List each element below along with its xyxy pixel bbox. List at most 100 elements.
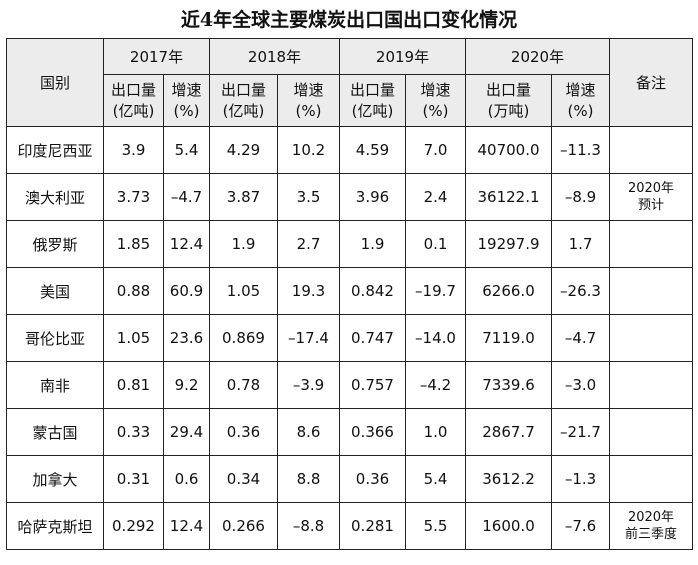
cell-volume-2020: 1600.0	[465, 502, 552, 550]
cell-rate-2019: 2.4	[405, 173, 466, 221]
cell-volume-2020: 19297.9	[465, 220, 552, 268]
cell-volume-2019: 0.747	[339, 314, 406, 362]
cell-volume-2020: 2867.7	[465, 408, 552, 456]
cell-rate-2020: –4.7	[551, 314, 610, 362]
cell-volume-2019: 3.96	[339, 173, 406, 221]
cell-rate-2019: 1.0	[405, 408, 466, 456]
table-row: 印度尼西亚 3.9 5.4 4.29 10.2 4.59 7.0 40700.0 –11.3	[6, 126, 693, 174]
header-note: 备注	[609, 38, 693, 127]
cell-note	[609, 408, 693, 456]
cell-rate-2018: 8.8	[277, 455, 340, 503]
cell-volume-2019: 0.366	[339, 408, 406, 456]
cell-rate-2017: –4.7	[163, 173, 210, 221]
cell-note	[609, 267, 693, 315]
cell-rate-2017: 5.4	[163, 126, 210, 174]
header-year-2020: 2020年	[465, 38, 610, 75]
cell-country: 澳大利亚	[6, 173, 104, 221]
cell-note: 2020年前三季度	[609, 502, 693, 550]
table-row: 蒙古国 0.33 29.4 0.36 8.6 0.366 1.0 2867.7 –21.7	[6, 408, 693, 456]
cell-note	[609, 455, 693, 503]
cell-volume-2019: 1.9	[339, 220, 406, 268]
cell-country: 哥伦比亚	[6, 314, 104, 362]
cell-rate-2020: –8.9	[551, 173, 610, 221]
cell-note	[609, 361, 693, 409]
cell-volume-2018: 1.9	[209, 220, 278, 268]
cell-rate-2018: 2.7	[277, 220, 340, 268]
cell-note	[609, 314, 693, 362]
cell-rate-2018: 10.2	[277, 126, 340, 174]
table-row: 美国 0.88 60.9 1.05 19.3 0.842 –19.7 6266.0 –26.3	[6, 267, 693, 315]
header-year-2017: 2017年	[103, 38, 210, 75]
cell-rate-2020: –7.6	[551, 502, 610, 550]
cell-rate-2020: 1.7	[551, 220, 610, 268]
cell-volume-2017: 0.88	[103, 267, 164, 315]
cell-rate-2017: 9.2	[163, 361, 210, 409]
cell-rate-2018: –3.9	[277, 361, 340, 409]
cell-note: 2020年 预计	[609, 173, 693, 221]
table-row: 俄罗斯 1.85 12.4 1.9 2.7 1.9 0.1 19297.9 1.7	[6, 220, 693, 268]
header-row-years: 国别 2017年 2018年 2019年 2020年 备注	[6, 38, 693, 127]
table-row: 南非 0.81 9.2 0.78 –3.9 0.757 –4.2 7339.6 –3.0	[6, 361, 693, 409]
cell-volume-2019: 0.757	[339, 361, 406, 409]
cell-volume-2018: 0.869	[209, 314, 278, 362]
cell-country: 南非	[6, 361, 104, 409]
note-line: 前三季度	[624, 527, 677, 542]
header-year-2019: 2019年	[339, 38, 466, 75]
cell-country: 加拿大	[6, 455, 104, 503]
cell-rate-2017: 0.6	[163, 455, 210, 503]
cell-rate-2020: –26.3	[551, 267, 610, 315]
table-title: 近4年全球主要煤炭出口国出口变化情况	[180, 9, 518, 31]
note-line: 预计	[637, 198, 664, 213]
cell-volume-2018: 3.87	[209, 173, 278, 221]
cell-volume-2019: 0.36	[339, 455, 406, 503]
header-country: 国别	[6, 38, 104, 127]
note-line: 2020年	[627, 510, 675, 525]
cell-volume-2017: 0.31	[103, 455, 164, 503]
cell-note	[609, 126, 693, 174]
cell-volume-2020: 7119.0	[465, 314, 552, 362]
cell-country: 印度尼西亚	[6, 126, 104, 174]
cell-rate-2019: 0.1	[405, 220, 466, 268]
cell-rate-2020: –11.3	[551, 126, 610, 174]
header-year-2018: 2018年	[209, 38, 340, 75]
cell-volume-2017: 0.33	[103, 408, 164, 456]
cell-country: 美国	[6, 267, 104, 315]
cell-rate-2018: 8.6	[277, 408, 340, 456]
cell-rate-2019: –14.0	[405, 314, 466, 362]
cell-volume-2018: 0.78	[209, 361, 278, 409]
cell-rate-2017: 12.4	[163, 220, 210, 268]
cell-volume-2017: 3.9	[103, 126, 164, 174]
cell-country: 俄罗斯	[6, 220, 104, 268]
cell-rate-2018: –8.8	[277, 502, 340, 550]
cell-volume-2019: 4.59	[339, 126, 406, 174]
cell-rate-2020: –1.3	[551, 455, 610, 503]
header-rate-2019: 增速 (%)	[405, 74, 466, 127]
coal-export-table: 国别 2017年 2018年 2019年 2020年 备注 出口量 (亿吨) 增速…	[6, 38, 693, 550]
cell-rate-2018: –17.4	[277, 314, 340, 362]
header-row-units: 出口量 (亿吨) 增速 (%) 出口量 (亿吨) 增速 (%) 出口量 (亿吨) 增速 (%…	[6, 74, 693, 127]
cell-volume-2018: 4.29	[209, 126, 278, 174]
table-row: 哥伦比亚 1.05 23.6 0.869 –17.4 0.747 –14.0 7119.0 –4…	[6, 314, 693, 362]
cell-volume-2019: 0.281	[339, 502, 406, 550]
cell-rate-2019: –4.2	[405, 361, 466, 409]
header-volume-2017: 出口量 (亿吨)	[103, 74, 164, 127]
cell-rate-2020: –21.7	[551, 408, 610, 456]
cell-rate-2018: 3.5	[277, 173, 340, 221]
cell-volume-2017: 0.81	[103, 361, 164, 409]
cell-rate-2017: 23.6	[163, 314, 210, 362]
cell-volume-2020: 6266.0	[465, 267, 552, 315]
header-volume-2020: 出口量 (万吨)	[465, 74, 552, 127]
cell-volume-2018: 1.05	[209, 267, 278, 315]
cell-rate-2019: 5.4	[405, 455, 466, 503]
table-row: 澳大利亚 3.73 –4.7 3.87 3.5 3.96 2.4 36122.1 –8.9 202…	[6, 173, 693, 221]
cell-volume-2020: 7339.6	[465, 361, 552, 409]
table-row: 加拿大 0.31 0.6 0.34 8.8 0.36 5.4 3612.2 –1.3	[6, 455, 693, 503]
cell-rate-2019: 5.5	[405, 502, 466, 550]
header-rate-2018: 增速 (%)	[277, 74, 340, 127]
cell-rate-2020: –3.0	[551, 361, 610, 409]
cell-volume-2019: 0.842	[339, 267, 406, 315]
cell-volume-2017: 0.292	[103, 502, 164, 550]
cell-volume-2018: 0.266	[209, 502, 278, 550]
cell-volume-2017: 1.85	[103, 220, 164, 268]
cell-volume-2017: 3.73	[103, 173, 164, 221]
